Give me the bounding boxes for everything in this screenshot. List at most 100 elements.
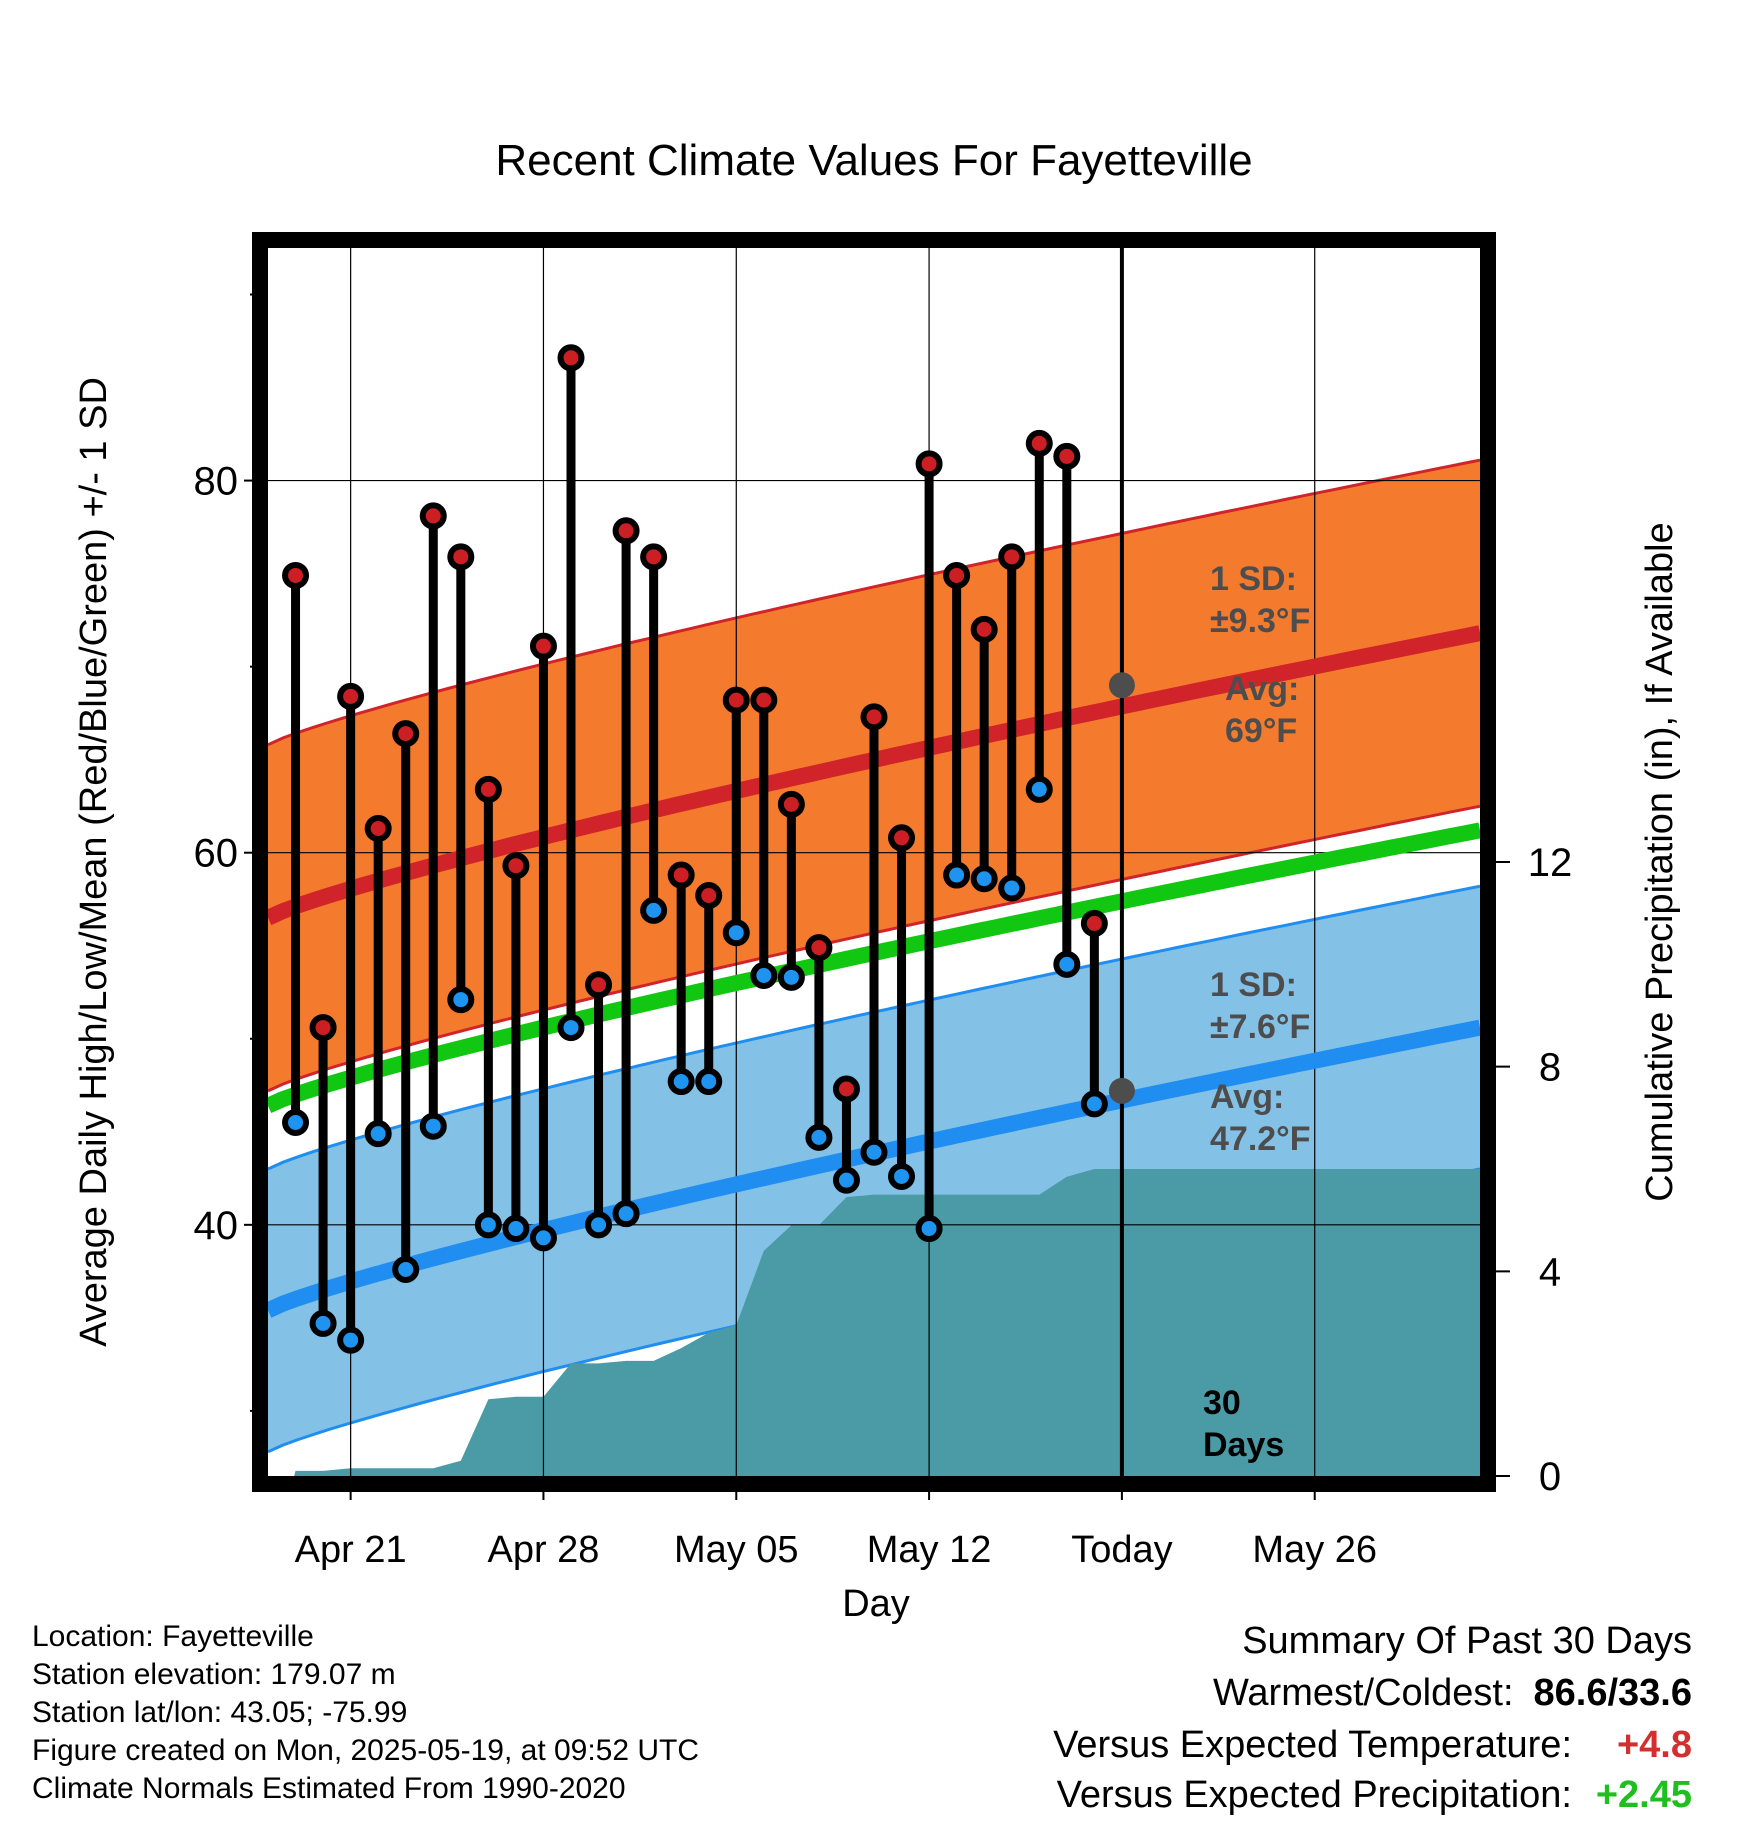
info-elevation: Station elevation: 179.07 m [32,1658,396,1691]
info-normals: Climate Normals Estimated From 1990-2020 [32,1772,626,1805]
y2-tick-label: 4 [1539,1250,1561,1294]
high-avg-annotation-line: 69°F [1225,712,1297,750]
today-days-label-line: Days [1203,1426,1284,1464]
low-point [337,1326,365,1354]
high-point [1025,429,1053,457]
high-point [777,790,805,818]
high-point [364,815,392,843]
high-point [640,543,668,571]
low-point [1080,1090,1108,1118]
low-point [585,1211,613,1239]
low-point [364,1120,392,1148]
y2-tick-label: 0 [1539,1455,1561,1499]
low-avg-annotation-line: Avg: [1210,1078,1284,1116]
low-point [502,1215,530,1243]
low-normal-band [268,886,1480,1452]
summary-temp: Versus Expected Temperature: +4.8 [1053,1724,1692,1767]
high-point [529,632,557,660]
low-point [282,1108,310,1136]
warm-cold-value: 86.6/33.6 [1533,1672,1692,1714]
y-tick-label: 40 [194,1204,239,1248]
precip-value: +2.45 [1595,1774,1692,1816]
today-high-avg-marker [1108,672,1135,699]
low-point [695,1068,723,1096]
y-tick-label: 60 [194,832,239,876]
high-point [337,682,365,710]
y2-axis-title: Cumulative Precipitation (in), If Availa… [1639,522,1681,1201]
plot-area [268,248,1480,1476]
summary-precip: Versus Expected Precipitation: +2.45 [1057,1774,1692,1817]
axis-labels: 1 SD: ±9.3°F Avg: 69°F 1 SD: ±7.6°F Avg: 47.2°F… [73,377,1681,1625]
low-point [667,1068,695,1096]
info-created: Figure created on Mon, 2025-05-19, at 09… [32,1734,700,1767]
x-tick-label: Apr 21 [295,1529,407,1571]
high-avg-annotation-line: Avg: [1225,670,1299,708]
warm-cold-label: Warmest/Coldest: [1212,1672,1514,1714]
high-sd-annotation-line: 1 SD: [1210,560,1297,598]
high-point [860,703,888,731]
low-sd-annotation-line: 1 SD: [1210,966,1297,1004]
y2-tick-label: 12 [1528,841,1573,885]
low-point [612,1200,640,1228]
high-point [585,971,613,999]
x-tick-label: Apr 28 [487,1529,599,1571]
today-days-label-line: 30 [1203,1384,1241,1422]
low-point [832,1166,860,1194]
low-point [1025,775,1053,803]
high-point [502,852,530,880]
low-point [750,961,778,989]
low-point [970,865,998,893]
temp-value: +4.8 [1616,1724,1692,1766]
low-point [640,896,668,924]
high-point [970,615,998,643]
high-point [1053,442,1081,470]
x-axis-title: Day [842,1583,910,1625]
high-point [309,1014,337,1042]
low-avg-annotation-line: 47.2°F [1210,1120,1311,1158]
x-tick-label: Today [1071,1529,1172,1571]
high-point [832,1075,860,1103]
low-point [860,1138,888,1166]
low-point [1053,950,1081,978]
temp-label: Versus Expected Temperature: [1053,1724,1572,1766]
low-point [915,1215,943,1243]
high-avg-annotation: Avg: 69°F [1225,670,1299,750]
today-low-avg-marker [1108,1077,1135,1104]
axes [244,232,1510,1500]
info-location: Location: Fayetteville [32,1620,314,1653]
high-point [805,934,833,962]
high-point [282,561,310,589]
low-sd-annotation-line: ±7.6°F [1210,1008,1310,1046]
precip-area [294,1169,1480,1476]
precip-label: Versus Expected Precipitation: [1056,1774,1572,1816]
low-point [419,1112,447,1140]
x-tick-label: May 26 [1252,1529,1377,1571]
high-point [392,720,420,748]
high-sd-annotation-line: ±9.3°F [1210,602,1310,640]
summary-warm-cold: Warmest/Coldest: 86.6/33.6 [1213,1672,1692,1715]
low-point [722,919,750,947]
today-days-label: 30 Days [1203,1384,1284,1464]
high-point [612,517,640,545]
summary-panel: Summary Of Past 30 Days Warmest/Coldest:… [892,1620,1692,1820]
high-point [888,824,916,852]
low-sd-annotation: 1 SD: ±7.6°F [1210,966,1310,1046]
low-point [805,1123,833,1151]
high-point [750,686,778,714]
y2-tick-label: 8 [1539,1046,1561,1090]
chart-title: Recent Climate Values For Fayetteville [495,136,1252,185]
low-point [309,1309,337,1337]
low-point [557,1014,585,1042]
high-point [943,561,971,589]
high-point [447,543,475,571]
low-point [392,1255,420,1283]
low-avg-annotation: Avg: 47.2°F [1210,1078,1311,1158]
high-sd-annotation: 1 SD: ±9.3°F [1210,560,1310,640]
high-point [695,881,723,909]
low-point [888,1162,916,1190]
high-point [722,686,750,714]
high-point [667,861,695,889]
high-point [557,344,585,372]
station-info: Location: Fayetteville Station elevation… [32,1618,699,1808]
